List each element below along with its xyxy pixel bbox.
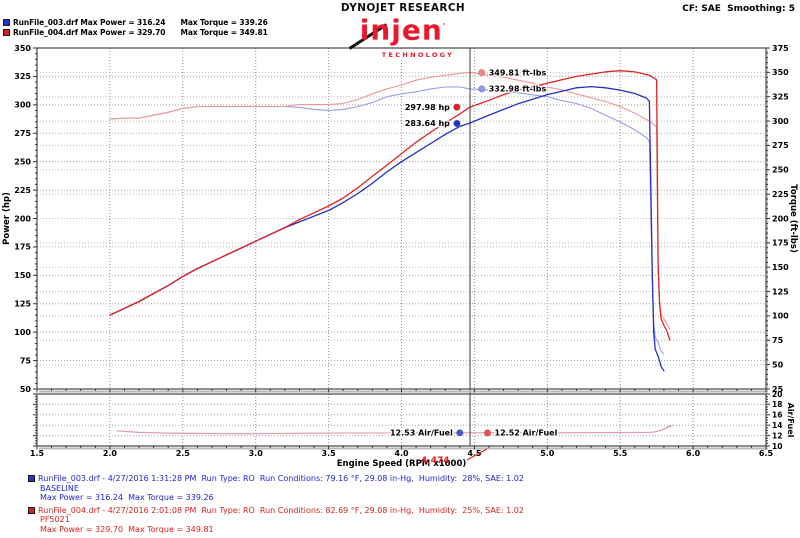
svg-text:100: 100 (14, 328, 31, 337)
svg-text:1.5: 1.5 (30, 449, 45, 458)
run-color-swatch-blue (28, 475, 35, 482)
svg-text:25: 25 (772, 385, 784, 394)
svg-text:297.98 hp: 297.98 hp (405, 103, 450, 112)
axis-ticks (33, 47, 770, 450)
svg-text:12.53 Air/Fuel: 12.53 Air/Fuel (390, 429, 453, 438)
svg-text:300: 300 (14, 101, 31, 110)
svg-text:200: 200 (772, 214, 789, 223)
svg-text:6.5: 6.5 (759, 449, 774, 458)
svg-text:100: 100 (772, 312, 789, 321)
run-name: BASELINE (40, 483, 79, 493)
power-baseline-curve (109, 85, 665, 372)
svg-text:Engine Speed (RPM x1000): Engine Speed (RPM x1000) (337, 459, 467, 469)
torque-baseline-curve (109, 86, 665, 355)
run-color-swatch-red (28, 506, 35, 514)
svg-text:275: 275 (14, 129, 31, 138)
svg-text:6.0: 6.0 (686, 449, 701, 458)
run-color-swatch-red (3, 29, 10, 36)
svg-text:150: 150 (14, 271, 31, 280)
injen-wordmark: injen' (359, 13, 447, 47)
svg-text:350: 350 (772, 68, 789, 77)
svg-text:4,474: 4,474 (421, 456, 449, 466)
svg-text:50: 50 (20, 385, 32, 394)
torque-value-markers: 349.81 ft-lbs 332.98 ft-lbs (477, 67, 548, 95)
svg-text:Torque (ft-lbs): Torque (ft-lbs) (788, 184, 798, 253)
airfuel-value-markers: 12.53 Air/Fuel 12.52 Air/Fuel (389, 427, 559, 439)
svg-text:225: 225 (14, 186, 31, 195)
header-legend-text: RunFile_003.drf Max Power = 316.24 Max T… (13, 18, 268, 27)
svg-text:200: 200 (14, 214, 31, 223)
injen-trade-mark: ' (442, 22, 447, 31)
run-detail-pf5021: RunFile_004.drf - 4/27/2016 2:01:08 PM R… (28, 506, 524, 535)
svg-text:250: 250 (772, 166, 789, 175)
header-legend-row-baseline: RunFile_003.drf Max Power = 316.24 Max T… (3, 18, 268, 27)
svg-text:250: 250 (14, 157, 31, 166)
header-legend-row-pf5021: RunFile_004.drf Max Power = 329.70 Max T… (3, 28, 268, 37)
svg-text:20: 20 (772, 390, 782, 399)
run-max-line: Max Power = 316.24 Max Torque = 339.26 (40, 493, 214, 503)
power-pf5021-curve (109, 70, 671, 341)
axis-tick-labels: 50 75 100 125 150 175 200 225 250 275 300 325 350 25 5… (14, 44, 789, 458)
svg-text:Power (hp): Power (hp) (2, 192, 12, 245)
svg-text:225: 225 (772, 190, 789, 199)
svg-text:175: 175 (772, 239, 789, 248)
svg-text:350: 350 (14, 44, 31, 53)
svg-text:300: 300 (772, 117, 789, 126)
run-name: PF5021 (40, 515, 70, 525)
svg-text:4.0: 4.0 (394, 449, 409, 458)
svg-text:2.5: 2.5 (176, 449, 191, 458)
cursor-rpm-readout: 4,474 (421, 448, 488, 466)
run-info-line: RunFile_004.drf - 4/27/2016 2:01:08 PM R… (38, 505, 524, 515)
svg-text:75: 75 (20, 356, 32, 365)
svg-text:5.0: 5.0 (540, 449, 555, 458)
svg-text:16: 16 (772, 411, 782, 420)
svg-text:2.0: 2.0 (103, 449, 118, 458)
svg-text:50: 50 (772, 360, 784, 369)
svg-text:3.5: 3.5 (322, 449, 337, 458)
svg-text:150: 150 (772, 263, 789, 272)
svg-text:14: 14 (772, 421, 782, 430)
run-color-swatch-blue (3, 19, 10, 26)
svg-text:10: 10 (772, 442, 782, 451)
brand-logo: DYNOJET RESEARCH injen' TECHNOLOGY (336, 2, 470, 61)
run-info-line: RunFile_003.drf - 4/27/2016 1:31:28 PM R… (38, 474, 524, 483)
header-legend-text: RunFile_004.drf Max Power = 329.70 Max T… (13, 28, 268, 37)
svg-text:75: 75 (772, 336, 784, 345)
dynojet-research-wordmark: DYNOJET RESEARCH (340, 2, 466, 14)
svg-text:332.98 ft-lbs: 332.98 ft-lbs (489, 85, 547, 94)
svg-text:283.64 hp: 283.64 hp (405, 119, 450, 128)
svg-text:125: 125 (14, 300, 31, 309)
svg-text:3.0: 3.0 (249, 449, 264, 458)
svg-text:325: 325 (14, 72, 31, 81)
svg-text:375: 375 (772, 44, 789, 53)
footer-run-details: RunFile_003.drf - 4/27/2016 1:31:28 PM R… (28, 474, 524, 538)
svg-text:Air/Fuel: Air/Fuel (786, 403, 795, 438)
power-value-markers: 297.98 hp 283.64 hp (404, 102, 461, 129)
correction-smoothing-label: CF: SAE Smoothing: 5 (682, 4, 795, 14)
svg-text:349.81 ft-lbs: 349.81 ft-lbs (489, 68, 547, 77)
svg-text:4.5: 4.5 (467, 449, 482, 458)
run-detail-baseline: RunFile_003.drf - 4/27/2016 1:31:28 PM R… (28, 474, 524, 503)
svg-text:12: 12 (772, 431, 782, 440)
run-max-line: Max Power = 329.70 Max Torque = 349.81 (40, 524, 214, 534)
injen-technology-label: TECHNOLOGY (380, 51, 456, 60)
svg-text:325: 325 (772, 93, 789, 102)
axis-titles: Engine Speed (RPM x1000) Power (hp) Torque… (2, 184, 798, 469)
header-run-legend: RunFile_003.drf Max Power = 316.24 Max T… (3, 18, 268, 38)
svg-text:125: 125 (772, 287, 789, 296)
svg-text:275: 275 (772, 141, 789, 150)
af-pf5021-curve (116, 424, 675, 435)
svg-text:12.52 Air/Fuel: 12.52 Air/Fuel (495, 429, 558, 438)
torque-pf5021-curve (109, 71, 671, 331)
svg-text:175: 175 (14, 243, 31, 252)
svg-text:5.5: 5.5 (613, 449, 628, 458)
svg-text:18: 18 (772, 400, 782, 409)
